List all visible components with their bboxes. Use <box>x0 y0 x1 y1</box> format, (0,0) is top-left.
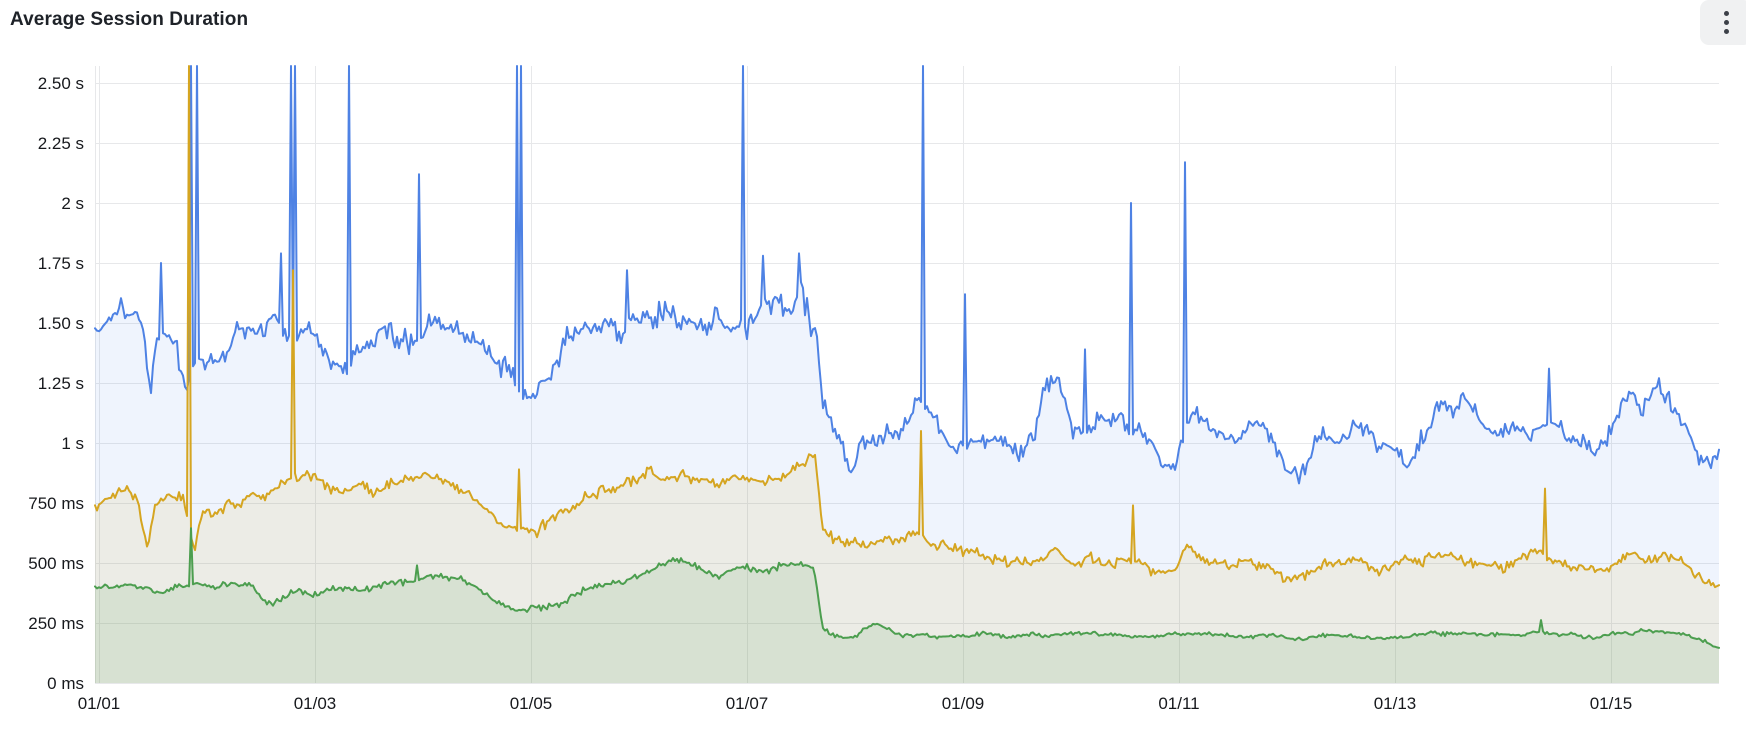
gold-series-line <box>94 65 1720 589</box>
y-axis-labels: 0 ms 250 ms 500 ms 750 ms 1 s 1.25 s 1.50 s 1.7… <box>28 74 84 693</box>
y-tick-label: 750 ms <box>28 494 84 513</box>
x-tick-label: 01/11 <box>1158 694 1199 713</box>
blue-series-line <box>94 65 1720 485</box>
series-fills <box>95 66 1719 683</box>
kebab-vertical-icon <box>1723 29 1729 34</box>
kebab-vertical-icon <box>1723 11 1729 16</box>
y-tick-label: 2 s <box>61 194 84 213</box>
y-tick-label: 2.25 s <box>38 134 84 153</box>
series-lines <box>94 65 1720 649</box>
y-tick-label: 1.50 s <box>38 314 84 333</box>
y-tick-label: 1.25 s <box>38 374 84 393</box>
x-tick-label: 01/09 <box>942 694 985 713</box>
green-series-line <box>94 527 1720 649</box>
y-tick-label: 2.50 s <box>38 74 84 93</box>
x-tick-label: 01/05 <box>510 694 553 713</box>
y-tick-label: 500 ms <box>28 554 84 573</box>
x-axis-labels: 01/01 01/03 01/05 01/07 01/09 01/11 01/13 01/15 <box>78 694 1633 713</box>
grid <box>95 66 1719 684</box>
kebab-vertical-icon <box>1723 20 1729 25</box>
y-tick-label: 1 s <box>61 434 84 453</box>
panel-menu-button[interactable] <box>1700 0 1746 45</box>
y-tick-label: 0 ms <box>47 674 84 693</box>
blue-series-fill <box>95 66 1719 683</box>
x-tick-label: 01/07 <box>726 694 769 713</box>
panel-title: Average Session Duration <box>10 9 249 30</box>
x-tick-label: 01/03 <box>294 694 337 713</box>
panel-header: Average Session Duration <box>0 0 1746 46</box>
green-series-fill <box>95 528 1719 683</box>
gold-series-fill <box>95 66 1719 683</box>
x-tick-label: 01/13 <box>1374 694 1417 713</box>
y-tick-label: 1.75 s <box>38 254 84 273</box>
x-tick-label: 01/01 <box>78 694 121 713</box>
x-tick-label: 01/15 <box>1590 694 1633 713</box>
y-tick-label: 250 ms <box>28 614 84 633</box>
